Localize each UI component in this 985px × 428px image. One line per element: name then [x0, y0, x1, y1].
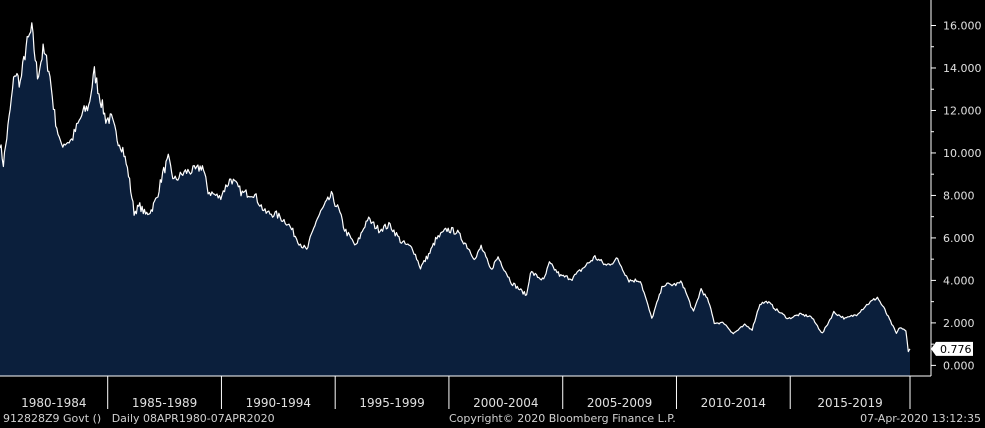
last-value-label: 0.776 [940, 343, 972, 356]
y-tick-label: 14.000 [943, 62, 982, 75]
x-tick-label: 2010-2014 [701, 396, 766, 410]
last-value-marker: 0.776 [931, 341, 973, 356]
y-axis: 0.000 2.000 4.000 6.000 8.000 10.000 12.000 14.… [930, 0, 982, 376]
y-tick-label: 16.000 [943, 19, 982, 32]
footer-bar: 912828Z9 Govt () Daily 08APR1980-07APR20… [0, 410, 985, 428]
x-tick-label: 2015-2019 [817, 396, 882, 410]
security-id: 912828Z9 Govt () [3, 412, 102, 425]
yield-chart: 0.000 2.000 4.000 6.000 8.000 10.000 12.000 14.… [0, 0, 982, 410]
y-tick-label: 0.000 [943, 359, 975, 372]
last-value-box [931, 341, 973, 356]
x-tick-label: 1995-1999 [359, 396, 424, 410]
y-tick-label: 6.000 [943, 232, 975, 245]
x-tick-label: 2000-2004 [473, 396, 538, 410]
x-tick-label: 2005-2009 [587, 396, 652, 410]
x-axis: 1980-1984 1985-1989 1990-1994 1995-1999 2000… [0, 375, 931, 410]
footer-copyright: Copyright© 2020 Bloomberg Finance L.P. [449, 412, 676, 425]
y-tick-label: 12.000 [943, 104, 982, 117]
y-tick-label: 8.000 [943, 189, 975, 202]
y-tick-label: 10.000 [943, 147, 982, 160]
x-tick-label: 1980-1984 [21, 396, 86, 410]
footer-timestamp: 07-Apr-2020 13:12:35 [860, 412, 981, 425]
x-tick-label: 1990-1994 [246, 396, 311, 410]
date-range: Daily 08APR1980-07APR2020 [111, 412, 275, 425]
footer-security: 912828Z9 Govt () Daily 08APR1980-07APR20… [3, 412, 275, 425]
series-area [0, 22, 910, 377]
series-line [0, 22, 911, 353]
x-tick-label: 1985-1989 [132, 396, 197, 410]
y-tick-label: 4.000 [943, 274, 975, 287]
y-tick-label: 2.000 [943, 317, 975, 330]
